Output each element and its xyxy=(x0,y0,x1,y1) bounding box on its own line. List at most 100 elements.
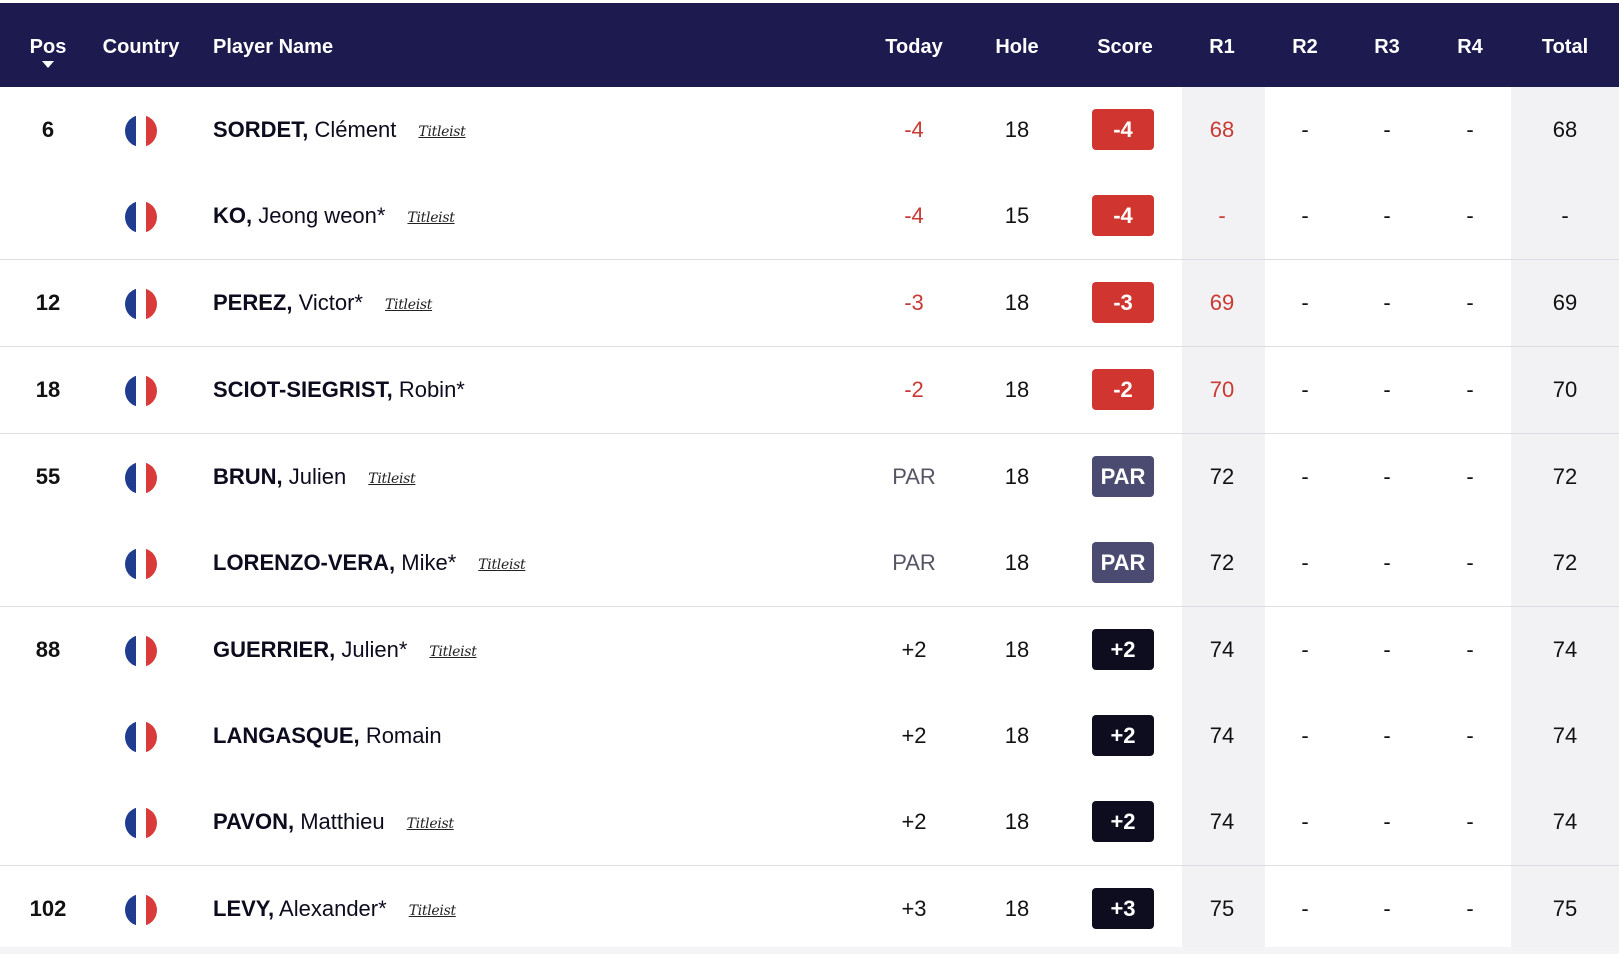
r1-cell: 74 xyxy=(1209,637,1235,662)
score-badge: +3 xyxy=(1092,888,1154,929)
today-cell: -4 xyxy=(904,203,924,228)
player-last-name: PAVON, xyxy=(213,809,295,834)
player-name[interactable]: PEREZ, Victor* Titleist xyxy=(213,260,432,346)
today-cell: -2 xyxy=(904,377,924,402)
player-name[interactable]: SORDET, Clément Titleist xyxy=(213,87,466,173)
player-first-name: Victor* xyxy=(298,290,363,315)
r3-cell: - xyxy=(1383,550,1391,575)
r2-cell: - xyxy=(1301,377,1309,402)
table-row[interactable]: LANGASQUE, Romain +2 18 +2 74 - - - 74 xyxy=(0,693,1619,779)
france-flag-icon xyxy=(125,462,157,494)
player-name[interactable]: PAVON, Matthieu Titleist xyxy=(213,779,454,865)
hole-cell: 18 xyxy=(1004,896,1030,921)
player-first-name: Jeong weon* xyxy=(258,203,386,228)
table-row[interactable]: 102 LEVY, Alexander* Titleist +3 18 +3 75… xyxy=(0,865,1619,952)
position-cell: 18 xyxy=(35,377,61,402)
header-total: Total xyxy=(1541,36,1589,58)
r1-cell: 72 xyxy=(1209,550,1235,575)
hole-cell: 18 xyxy=(1004,550,1030,575)
position-cell: 55 xyxy=(35,464,61,489)
score-badge: -4 xyxy=(1092,195,1154,236)
titleist-logo: Titleist xyxy=(408,903,456,919)
header-pos[interactable]: Pos xyxy=(29,36,67,58)
r1-cell: 70 xyxy=(1209,377,1235,402)
total-column-band xyxy=(1511,87,1619,947)
r2-cell: - xyxy=(1301,809,1309,834)
r2-cell: - xyxy=(1301,290,1309,315)
r2-cell: - xyxy=(1301,723,1309,748)
player-name[interactable]: LORENZO-VERA, Mike* Titleist xyxy=(213,520,526,606)
france-flag-icon xyxy=(125,807,157,839)
header-r1: R1 xyxy=(1209,36,1235,58)
r4-cell: - xyxy=(1466,203,1474,228)
hole-cell: 18 xyxy=(1004,637,1030,662)
hole-cell: 15 xyxy=(1004,203,1030,228)
hole-cell: 18 xyxy=(1004,723,1030,748)
hole-cell: 18 xyxy=(1004,290,1030,315)
today-cell: +2 xyxy=(901,723,927,748)
player-name[interactable]: LEVY, Alexander* Titleist xyxy=(213,866,456,952)
table-row[interactable]: 18 SCIOT-SIEGRIST, Robin* -2 18 -2 70 - … xyxy=(0,346,1619,433)
titleist-logo: Titleist xyxy=(385,297,433,313)
r4-cell: - xyxy=(1466,637,1474,662)
r1-cell: 69 xyxy=(1209,290,1235,315)
total-cell: 75 xyxy=(1552,896,1578,921)
header-today: Today xyxy=(885,36,943,58)
table-row[interactable]: 55 BRUN, Julien Titleist PAR 18 PAR 72 - … xyxy=(0,433,1619,520)
player-name[interactable]: GUERRIER, Julien* Titleist xyxy=(213,607,477,693)
r3-cell: - xyxy=(1383,203,1391,228)
titleist-logo: Titleist xyxy=(407,210,455,226)
table-row[interactable]: 12 PEREZ, Victor* Titleist -3 18 -3 69 - … xyxy=(0,259,1619,346)
r3-cell: - xyxy=(1383,290,1391,315)
player-first-name: Julien xyxy=(288,464,347,489)
leaderboard-header: Pos Country Player Name Today Hole Score… xyxy=(0,3,1619,87)
r1-cell: 68 xyxy=(1209,117,1235,142)
table-row[interactable]: LORENZO-VERA, Mike* Titleist PAR 18 PAR 7… xyxy=(0,520,1619,606)
score-badge: PAR xyxy=(1092,542,1154,583)
position-cell: 12 xyxy=(35,290,61,315)
total-cell: 72 xyxy=(1552,550,1578,575)
titleist-logo: Titleist xyxy=(478,557,526,573)
header-r2: R2 xyxy=(1292,36,1318,58)
position-cell: 88 xyxy=(35,637,61,662)
player-first-name: Julien* xyxy=(341,637,408,662)
score-badge: -3 xyxy=(1092,282,1154,323)
r2-cell: - xyxy=(1301,203,1309,228)
france-flag-icon xyxy=(125,894,157,926)
r3-cell: - xyxy=(1383,117,1391,142)
player-last-name: LORENZO-VERA, xyxy=(213,550,396,575)
player-last-name: LANGASQUE, xyxy=(213,723,360,748)
r4-cell: - xyxy=(1466,723,1474,748)
table-row[interactable]: 88 GUERRIER, Julien* Titleist +2 18 +2 74… xyxy=(0,606,1619,693)
r4-cell: - xyxy=(1466,550,1474,575)
table-row[interactable]: KO, Jeong weon* Titleist -4 15 -4 - - - -… xyxy=(0,173,1619,259)
header-country: Country xyxy=(102,36,180,58)
today-cell: -3 xyxy=(904,290,924,315)
player-last-name: SCIOT-SIEGRIST, xyxy=(213,377,393,402)
header-hole: Hole xyxy=(995,36,1039,58)
position-cell: 6 xyxy=(41,117,55,142)
r3-cell: - xyxy=(1383,377,1391,402)
player-first-name: Clément xyxy=(314,117,397,142)
player-name[interactable]: LANGASQUE, Romain xyxy=(213,693,442,779)
today-cell: +2 xyxy=(901,809,927,834)
today-cell: -4 xyxy=(904,117,924,142)
header-player-name: Player Name xyxy=(213,36,334,58)
player-first-name: Alexander* xyxy=(279,896,387,921)
sort-down-icon[interactable] xyxy=(42,61,54,68)
player-name[interactable]: SCIOT-SIEGRIST, Robin* xyxy=(213,347,465,433)
player-name[interactable]: BRUN, Julien Titleist xyxy=(213,434,416,520)
r3-cell: - xyxy=(1383,464,1391,489)
titleist-logo: Titleist xyxy=(406,816,454,832)
table-row[interactable]: PAVON, Matthieu Titleist +2 18 +2 74 - - … xyxy=(0,779,1619,865)
player-name[interactable]: KO, Jeong weon* Titleist xyxy=(213,173,455,259)
hole-cell: 18 xyxy=(1004,117,1030,142)
r2-cell: - xyxy=(1301,550,1309,575)
score-badge: +2 xyxy=(1092,629,1154,670)
table-row[interactable]: 6 SORDET, Clément Titleist -4 18 -4 68 - … xyxy=(0,87,1619,173)
r3-cell: - xyxy=(1383,809,1391,834)
score-badge: +2 xyxy=(1092,801,1154,842)
header-score: Score xyxy=(1097,36,1153,58)
player-last-name: SORDET, xyxy=(213,117,309,142)
score-badge: +2 xyxy=(1092,715,1154,756)
